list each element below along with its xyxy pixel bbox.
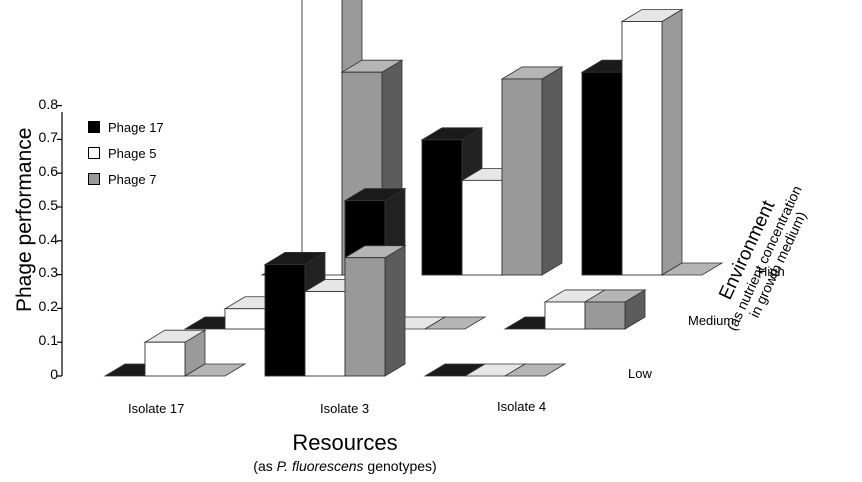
x-axis-subtitle: (as P. fluorescens genotypes) <box>0 458 690 474</box>
bar <box>421 139 463 276</box>
x-axis-title: Resources <box>292 430 398 455</box>
y-tick-label: 0.6 <box>38 163 58 179</box>
bar <box>304 291 346 377</box>
y-tick-label: 0.7 <box>38 129 58 145</box>
legend-item: Phage 5 <box>88 140 164 166</box>
bar <box>301 0 343 276</box>
x-category-label: Isolate 4 <box>497 399 547 414</box>
y-tick-label: 0.1 <box>38 332 58 348</box>
y-tick-label: 0.5 <box>38 197 58 213</box>
x-axis-subtitle-prefix: (as <box>253 458 277 474</box>
bar-flat <box>423 316 487 330</box>
y-tick-label: 0.4 <box>38 231 58 247</box>
x-category-label: Isolate 17 <box>128 401 185 416</box>
bar <box>584 301 626 330</box>
environment-level-label: Medium <box>688 313 735 328</box>
bar-side <box>661 8 683 276</box>
bar <box>501 78 543 276</box>
legend-swatch <box>88 173 100 185</box>
environment-level-label: Low <box>628 366 652 381</box>
bar-flat <box>503 363 567 377</box>
bar <box>344 257 386 377</box>
y-tick-label: 0.3 <box>38 264 58 280</box>
bar-flat <box>183 363 247 377</box>
legend-swatch <box>88 147 100 159</box>
bar-flat <box>660 262 724 276</box>
bar <box>264 264 306 377</box>
legend-item: Phage 17 <box>88 114 164 140</box>
bar-side <box>541 66 563 276</box>
y-tick-label: 0.2 <box>38 298 58 314</box>
environment-level-label: High <box>758 264 785 279</box>
bar <box>621 21 663 276</box>
y-tick-label: 0 <box>50 366 58 382</box>
legend-label: Phage 17 <box>108 119 164 135</box>
bar <box>581 71 623 276</box>
bar <box>461 179 503 276</box>
legend: Phage 17 Phage 5 Phage 7 <box>88 114 164 192</box>
bar-side <box>384 244 406 377</box>
bar <box>224 308 266 330</box>
legend-label: Phage 7 <box>108 171 157 187</box>
legend-item: Phage 7 <box>88 166 164 192</box>
legend-label: Phage 5 <box>108 145 157 161</box>
x-axis-subtitle-italic: P. fluorescens <box>276 458 364 474</box>
x-category-label: Isolate 3 <box>320 401 370 416</box>
bar <box>544 301 586 330</box>
x-axis-subtitle-suffix: genotypes) <box>363 458 437 474</box>
y-tick-label: 0.8 <box>38 96 58 112</box>
bar <box>144 341 186 377</box>
legend-swatch <box>88 121 100 133</box>
